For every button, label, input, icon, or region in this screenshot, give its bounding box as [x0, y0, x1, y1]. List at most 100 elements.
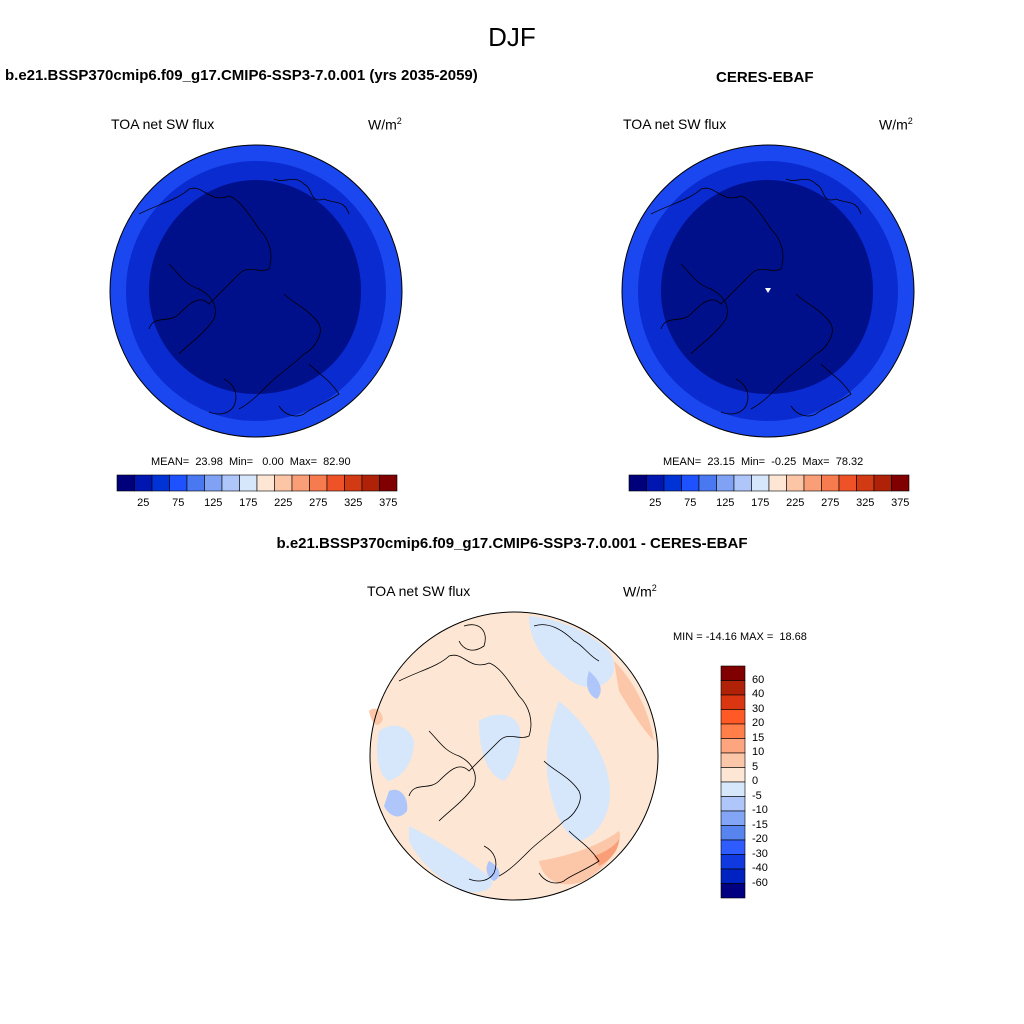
colorbar-swatch	[733, 474, 752, 492]
colorbar-tick-label: -60	[752, 876, 768, 889]
obs-variable-label: TOA net SW flux	[623, 116, 727, 132]
colorbar-swatch	[720, 810, 746, 826]
figure-title: DJF	[488, 22, 536, 52]
colorbar-swatch	[891, 474, 910, 492]
map-boundary	[621, 144, 915, 438]
colorbar-swatch	[720, 796, 746, 812]
obs-polar-map	[621, 144, 915, 438]
colorbar-tick-label: 0	[752, 775, 759, 787]
colorbar-swatch	[291, 474, 310, 492]
diff-stats: MIN = -14.16 MAX = 18.68	[673, 631, 807, 643]
model-variable-label: TOA net SW flux	[111, 116, 215, 132]
obs-units-label: W/m2	[879, 116, 913, 133]
colorbar-swatch	[698, 474, 717, 492]
colorbar-swatch	[720, 680, 746, 696]
colorbar-tick-label: 40	[752, 688, 765, 700]
colorbar-tick-label: 225	[786, 497, 805, 509]
model-stats: MEAN= 23.98 Min= 0.00 Max= 82.90	[151, 456, 351, 468]
coastlines	[398, 624, 600, 884]
model-colorbar-labels: 25 75 125 175 225 275 325 375	[116, 497, 398, 511]
colorbar-swatch	[803, 474, 822, 492]
colorbar-swatch	[681, 474, 700, 492]
colorbar-swatch	[221, 474, 240, 492]
colorbar-swatch	[720, 854, 746, 870]
colorbar-tick-label: 75	[684, 497, 697, 509]
colorbar-swatch	[186, 474, 205, 492]
colorbar-swatch	[716, 474, 735, 492]
polar-core-fill	[661, 180, 873, 394]
colorbar-tick-label: 10	[752, 746, 765, 758]
coastlines	[650, 178, 862, 417]
colorbar-swatch	[720, 665, 746, 681]
colorbar-swatch	[786, 474, 805, 492]
map-boundary	[109, 144, 403, 438]
colorbar-swatch	[169, 474, 188, 492]
diff-colorbar	[720, 665, 746, 899]
polar-core-fill	[149, 180, 361, 394]
colorbar-tick-label: -40	[752, 862, 768, 874]
colorbar-swatch	[344, 474, 363, 492]
colorbar-swatch	[856, 474, 875, 492]
missing-data-spot	[765, 288, 771, 293]
colorbar-swatch	[720, 694, 746, 710]
colorbar-tick-label: -20	[752, 833, 768, 845]
model-polar-map	[109, 144, 403, 438]
colorbar-tick-label: 30	[752, 702, 765, 715]
diff-panel-title: b.e21.BSSP370cmip6.f09_g17.CMIP6-SSP3-7.…	[276, 535, 748, 552]
model-colorbar	[116, 474, 398, 492]
obs-colorbar	[628, 474, 910, 492]
colorbar-swatch	[134, 474, 153, 492]
obs-colorbar-labels: 25 75 125 175 225 275 325 375	[628, 497, 910, 511]
colorbar-swatch	[768, 474, 787, 492]
colorbar-swatch	[720, 868, 746, 884]
map-boundary	[369, 611, 659, 901]
colorbar-swatch	[274, 474, 293, 492]
obs-stats: MEAN= 23.15 Min= -0.25 Max= 78.32	[663, 456, 864, 468]
colorbar-swatch	[309, 474, 328, 492]
colorbar-tick-label: 5	[752, 760, 759, 773]
colorbar-tick-label: -15	[752, 818, 768, 831]
colorbar-swatch	[239, 474, 258, 492]
colorbar-tick-label: 275	[821, 497, 840, 509]
colorbar-tick-label: -10	[752, 804, 768, 816]
diff-units-label: W/m2	[623, 583, 657, 600]
colorbar-tick-label: 125	[716, 497, 735, 509]
coastlines	[138, 178, 350, 417]
colorbar-tick-label: 60	[752, 673, 765, 686]
colorbar-swatch	[204, 474, 223, 492]
colorbar-swatch	[326, 474, 345, 492]
colorbar-tick-label: -5	[752, 789, 762, 802]
diff-polar-map	[369, 611, 659, 901]
colorbar-tick-label: 175	[239, 497, 258, 509]
colorbar-swatch	[720, 752, 746, 768]
colorbar-swatch	[821, 474, 840, 492]
colorbar-swatch	[256, 474, 275, 492]
colorbar-swatch	[720, 825, 746, 841]
colorbar-swatch	[751, 474, 770, 492]
colorbar-tick-label: 325	[856, 497, 875, 509]
colorbar-tick-label: 20	[752, 717, 765, 729]
model-panel-title: b.e21.BSSP370cmip6.f09_g17.CMIP6-SSP3-7.…	[5, 67, 478, 84]
diff-variable-label: TOA net SW flux	[367, 583, 471, 599]
colorbar-tick-label: 25	[649, 497, 662, 509]
colorbar-swatch	[720, 767, 746, 783]
colorbar-swatch	[838, 474, 857, 492]
colorbar-swatch	[720, 723, 746, 739]
colorbar-tick-label: 375	[891, 497, 910, 509]
colorbar-swatch	[379, 474, 398, 492]
colorbar-tick-label: 225	[274, 497, 293, 509]
colorbar-swatch	[663, 474, 682, 492]
colorbar-swatch	[720, 709, 746, 725]
diff-colorbar-labels: 60 40 30 20 15 10 5 0 -5 -10 -15 -20 -30 -40 -60	[752, 665, 792, 899]
colorbar-tick-label: 175	[751, 497, 770, 509]
colorbar-swatch	[151, 474, 170, 492]
colorbar-tick-label: 75	[172, 497, 185, 509]
colorbar-tick-label: 375	[379, 497, 398, 509]
colorbar-swatch	[720, 883, 746, 899]
model-units-label: W/m2	[368, 116, 402, 133]
obs-panel-title: CERES-EBAF	[716, 69, 814, 86]
diff-positive-regions	[369, 661, 654, 885]
colorbar-swatch	[628, 474, 647, 492]
colorbar-swatch	[646, 474, 665, 492]
colorbar-swatch	[873, 474, 892, 492]
